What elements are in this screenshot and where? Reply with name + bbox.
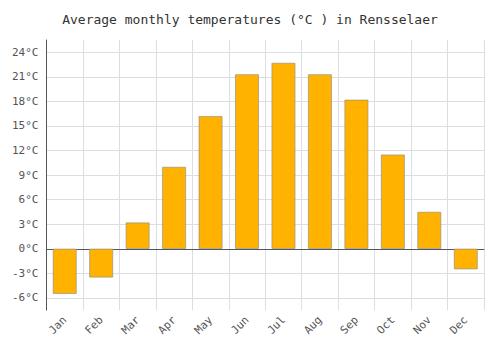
svg-text:Nov: Nov bbox=[411, 313, 434, 336]
svg-text:May: May bbox=[192, 313, 215, 336]
svg-text:Feb: Feb bbox=[83, 314, 106, 337]
svg-text:12°C: 12°C bbox=[12, 144, 39, 157]
svg-text:-3°C: -3°C bbox=[12, 267, 39, 280]
svg-text:Oct: Oct bbox=[374, 314, 397, 337]
svg-text:6°C: 6°C bbox=[19, 193, 39, 206]
svg-text:-6°C: -6°C bbox=[12, 291, 39, 304]
svg-text:24°C: 24°C bbox=[12, 46, 39, 59]
svg-text:15°C: 15°C bbox=[12, 119, 39, 132]
svg-text:Aug: Aug bbox=[301, 314, 324, 337]
svg-text:Jun: Jun bbox=[228, 314, 251, 337]
svg-text:Jan: Jan bbox=[46, 314, 69, 337]
svg-text:Jul: Jul bbox=[265, 314, 288, 337]
svg-text:Apr: Apr bbox=[155, 313, 178, 336]
svg-text:21°C: 21°C bbox=[12, 70, 39, 83]
svg-text:0°C: 0°C bbox=[19, 242, 39, 255]
svg-text:18°C: 18°C bbox=[12, 95, 39, 108]
svg-text:3°C: 3°C bbox=[19, 218, 39, 231]
svg-text:Average monthly temperatures (: Average monthly temperatures (°C ) in Re… bbox=[62, 12, 438, 27]
svg-text:Mar: Mar bbox=[119, 313, 142, 336]
svg-text:Sep: Sep bbox=[338, 314, 361, 337]
svg-text:9°C: 9°C bbox=[19, 169, 39, 182]
svg-text:Dec: Dec bbox=[447, 314, 470, 337]
